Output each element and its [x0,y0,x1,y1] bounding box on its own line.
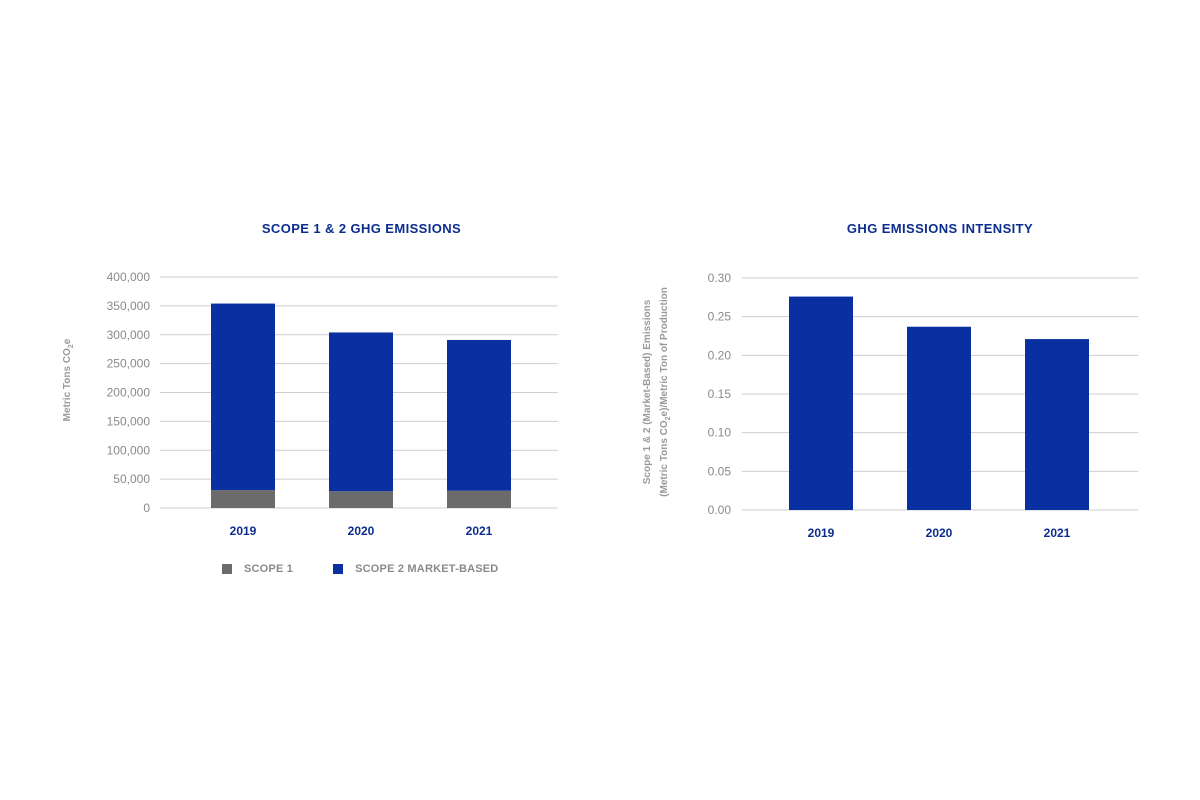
chart1-legend: SCOPE 1 SCOPE 2 MARKET-BASED [222,563,498,575]
legend-label-scope2: SCOPE 2 MARKET-BASED [355,563,499,575]
chart2-y-tick-label: 0.25 [708,310,732,324]
chart1-y-tick-label: 400,000 [107,270,151,284]
chart1-y-tick-label: 350,000 [107,299,151,313]
chart1-y-tick-label: 50,000 [113,472,150,486]
chart1-x-tick-label: 2021 [466,524,493,538]
legend-swatch-scope2 [333,564,344,574]
legend-label-scope1: SCOPE 1 [244,563,294,575]
chart2-y-axis-title-line2: (Metric Tons CO2e)/Metric Ton of Product… [659,287,672,497]
chart1-y-axis-title: Metric Tons CO2e [62,338,75,421]
chart2-title: GHG EMISSIONS INTENSITY [846,221,1034,236]
chart2-x-tick-label: 2021 [1044,526,1071,540]
chart1-y-tick-label: 0 [143,501,150,515]
chart1-y-tick-label: 200,000 [107,386,151,400]
chart2-bar [1025,339,1089,510]
chart2-x-tick-label: 2020 [926,526,953,540]
chart1-bar-scope1 [211,490,275,508]
chart1-bar-scope1 [447,490,511,508]
chart2-y-tick-label: 0.00 [708,503,732,517]
chart1-bar-scope2 [329,332,393,492]
chart2-bar [789,296,853,510]
chart1-y-tick-label: 100,000 [107,443,151,457]
chart1-bar-scope2 [447,339,511,491]
chart1-x-tick-label: 2020 [348,524,375,538]
chart2-y-axis-title-line1: Scope 1 & 2 (Market-Based) Emissions [642,299,653,484]
chart2-y-tick-label: 0.20 [708,348,732,362]
legend-swatch-scope1 [222,564,232,574]
chart2-y-tick-label: 0.30 [708,271,732,285]
chart1-x-tick-label: 2019 [230,524,257,538]
chart1-y-tick-label: 250,000 [107,357,151,371]
chart2-x-tick-label: 2019 [808,526,835,540]
chart1-title: SCOPE 1 & 2 GHG EMISSIONS [261,221,462,236]
chart2-y-tick-label: 0.15 [708,387,732,401]
chart1-bar-scope2 [211,303,275,491]
chart1-y-tick-label: 150,000 [107,414,151,428]
chart2-bar [907,326,971,510]
chart1-bar-scope1 [329,491,393,508]
chart2-y-tick-label: 0.05 [708,464,732,478]
chart2-y-tick-label: 0.10 [708,426,732,440]
chart1-y-tick-label: 300,000 [107,328,151,342]
